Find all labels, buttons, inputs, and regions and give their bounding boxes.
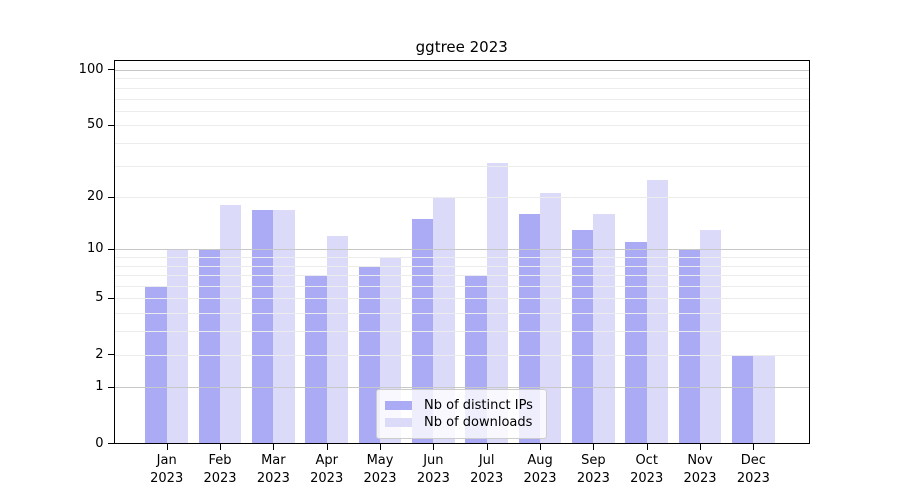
ips-bar (145, 286, 167, 444)
legend-entry: Nb of downloads (385, 415, 538, 431)
ips-bar (251, 209, 274, 444)
minor-gridline (113, 78, 810, 80)
y-tick-label: 100 (78, 61, 104, 77)
downloads-bar (220, 205, 242, 444)
legend-swatch (385, 418, 412, 427)
minor-gridline (113, 257, 810, 259)
x-tick-mark (486, 443, 488, 450)
y-tick-mark (107, 248, 114, 250)
major-gridline (113, 387, 810, 389)
downloads-bar (273, 209, 295, 444)
y-tick-label: 1 (95, 379, 104, 395)
legend-label: Nb of distinct IPs (424, 397, 533, 413)
downloads-bar (486, 163, 509, 444)
minor-gridline (113, 275, 810, 277)
y-tick-mark (107, 386, 114, 388)
minor-gridline (113, 142, 810, 144)
ips-bar (518, 214, 541, 444)
minor-gridline (113, 286, 810, 288)
minor-gridline (113, 98, 810, 100)
y-tick-mark (107, 196, 114, 198)
x-tick-label: Feb 2023 (203, 453, 237, 486)
ips-bar (625, 242, 647, 444)
minor-gridline (113, 165, 810, 167)
x-tick-label: Aug 2023 (523, 453, 557, 486)
minor-gridline (113, 298, 810, 300)
x-tick-mark (166, 443, 168, 450)
y-tick-label: 20 (86, 189, 104, 205)
x-tick-label: Oct 2023 (630, 453, 664, 486)
x-tick-mark (700, 443, 702, 450)
minor-gridline (113, 110, 810, 112)
downloads-bar (593, 214, 615, 444)
minor-gridline (113, 197, 810, 199)
ips-bar (678, 249, 701, 444)
x-tick-mark (273, 443, 275, 450)
ips-bar (731, 354, 754, 444)
minor-gridline (113, 265, 810, 267)
downloads-bar (646, 179, 669, 444)
x-tick-label: Dec 2023 (736, 453, 770, 486)
y-tick-label: 2 (95, 346, 104, 362)
major-gridline (113, 249, 810, 251)
legend-entry: Nb of distinct IPs (385, 398, 538, 414)
x-tick-label: Sep 2023 (576, 453, 610, 486)
downloads-bar (540, 193, 562, 444)
minor-gridline (113, 125, 810, 127)
x-tick-mark (540, 443, 542, 450)
plot-area: Nb of distinct IPs Nb of downloads Jan 20… (79, 60, 810, 486)
x-tick-label: Nov 2023 (683, 453, 717, 486)
y-tick-mark (107, 443, 114, 444)
y-tick-mark (107, 69, 114, 71)
minor-gridline (113, 331, 810, 333)
y-tick-mark (107, 354, 114, 356)
x-tick-label: Jan 2023 (150, 453, 184, 486)
downloads-bar (166, 249, 189, 444)
downloads-bar (326, 235, 349, 444)
chart-title: ggtree 2023 (415, 38, 508, 56)
y-tick-label: 5 (95, 290, 104, 306)
downloads-bar (700, 229, 722, 444)
x-tick-label: Jun 2023 (416, 453, 450, 486)
y-tick-mark (107, 297, 114, 299)
x-tick-label: Apr 2023 (310, 453, 344, 486)
x-tick-mark (380, 443, 382, 450)
minor-gridline (113, 354, 810, 356)
y-tick-label: 50 (86, 117, 104, 133)
ips-bar (305, 275, 327, 444)
ips-bar (571, 229, 594, 444)
minor-gridline (113, 313, 810, 315)
minor-gridline (113, 87, 810, 89)
y-tick-mark (107, 124, 114, 126)
downloads-bar (753, 354, 775, 444)
x-tick-mark (433, 443, 435, 450)
legend-swatch (385, 401, 412, 410)
y-tick-label: 10 (86, 241, 104, 257)
x-tick-mark (753, 443, 755, 450)
x-tick-label: Jul 2023 (470, 453, 504, 486)
x-tick-mark (593, 443, 595, 450)
x-tick-mark (326, 443, 328, 450)
downloads-bar (433, 197, 455, 444)
x-tick-label: Mar 2023 (256, 453, 290, 486)
legend: Nb of distinct IPs Nb of downloads (376, 388, 547, 439)
legend-label: Nb of downloads (424, 414, 533, 430)
ips-bar (198, 249, 221, 444)
x-tick-mark (220, 443, 222, 450)
x-tick-mark (646, 443, 648, 450)
y-tick-label: 0 (95, 435, 104, 451)
x-tick-label: May 2023 (363, 453, 397, 486)
major-gridline (113, 69, 810, 71)
